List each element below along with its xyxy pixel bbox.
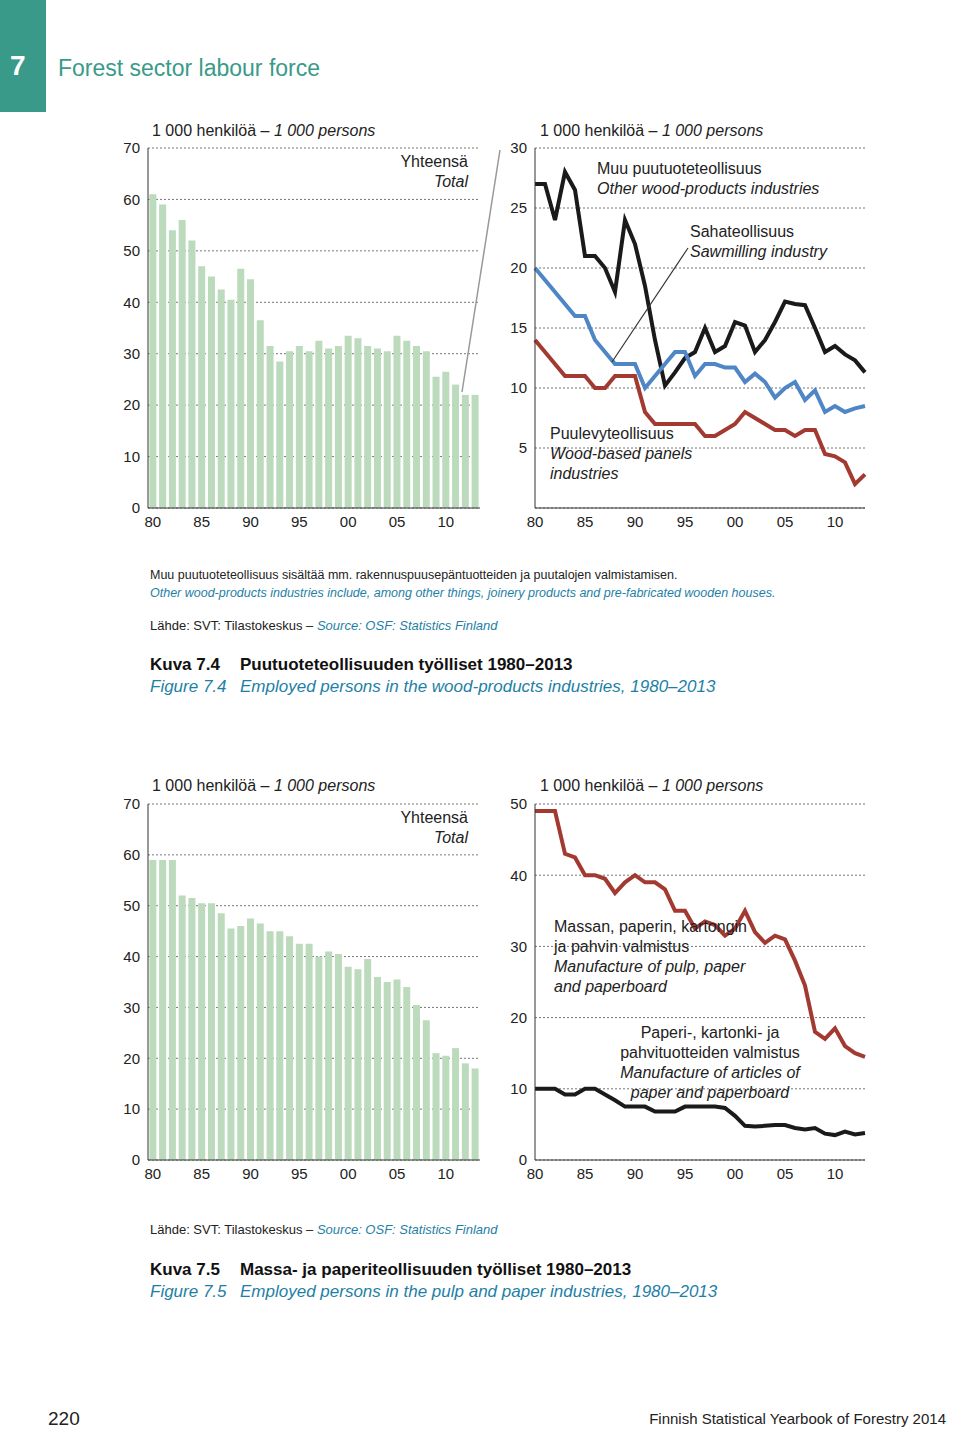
- svg-text:85: 85: [193, 513, 210, 530]
- svg-text:80: 80: [527, 513, 544, 530]
- svg-text:10: 10: [123, 1100, 140, 1117]
- svg-text:20: 20: [510, 1009, 527, 1026]
- svg-text:80: 80: [145, 1165, 162, 1182]
- html-text:Figure 7.5: Figure 7.5: [150, 1282, 227, 1301]
- html-text:Employed persons in the wood-p: Employed persons in the wood-products in…: [240, 677, 716, 696]
- svg-text:60: 60: [123, 191, 140, 208]
- html-text:Figure 7.4: Figure 7.4: [150, 677, 227, 696]
- svg-text:90: 90: [627, 513, 644, 530]
- html-text:Other wood-products industries: Other wood-products industries: [597, 180, 820, 197]
- html-text:Sahateollisuus: Sahateollisuus: [690, 223, 795, 240]
- svg-text:05: 05: [389, 1165, 406, 1182]
- svg-text:05: 05: [777, 1165, 794, 1182]
- html-text:1 000 henkilöä – 1 000 persons: 1 000 henkilöä – 1 000 persons: [540, 122, 764, 139]
- html-text:Lähde: SVT: Tilastokeskus – So: Lähde: SVT: Tilastokeskus – Source: OSF:…: [150, 1222, 498, 1237]
- svg-text:70: 70: [123, 795, 140, 812]
- svg-text:85: 85: [193, 1165, 210, 1182]
- html-text:Kuva 7.5: Kuva 7.5: [150, 1260, 220, 1279]
- svg-text:85: 85: [577, 513, 594, 530]
- svg-text:05: 05: [777, 513, 794, 530]
- svg-text:85: 85: [577, 1165, 594, 1182]
- svg-text:30: 30: [510, 139, 527, 156]
- svg-text:0: 0: [132, 1151, 140, 1168]
- html-text:Muu puutuoteteollisuus sisältä: Muu puutuoteteollisuus sisältää mm. rake…: [150, 568, 678, 582]
- svg-text:10: 10: [827, 513, 844, 530]
- html-text:7: 7: [10, 50, 26, 81]
- html-text:Yhteensä: Yhteensä: [400, 153, 468, 170]
- html-text:Other wood-products industries: Other wood-products industries include, …: [150, 586, 776, 600]
- svg-text:25: 25: [510, 199, 527, 216]
- svg-text:95: 95: [677, 1165, 694, 1182]
- html-text:Massa- ja paperiteollisuuden t: Massa- ja paperiteollisuuden työlliset 1…: [240, 1260, 632, 1279]
- svg-text:20: 20: [123, 396, 140, 413]
- html-text:Lähde: SVT: Tilastokeskus – So: Lähde: SVT: Tilastokeskus – Source: OSF:…: [150, 618, 498, 633]
- svg-text:95: 95: [291, 1165, 308, 1182]
- svg-text:40: 40: [123, 948, 140, 965]
- html-text:Puutuoteteollisuuden työlliset: Puutuoteteollisuuden työlliset 1980–2013: [240, 655, 573, 674]
- svg-text:90: 90: [242, 1165, 259, 1182]
- html-text:Employed persons in the pulp a: Employed persons in the pulp and paper i…: [240, 1282, 718, 1301]
- html-text:Massan, paperin, kartongin ja: Massan, paperin, kartongin ja pahvin val…: [554, 918, 747, 955]
- svg-text:5: 5: [519, 439, 527, 456]
- svg-text:70: 70: [123, 139, 140, 156]
- svg-text:0: 0: [132, 499, 140, 516]
- svg-text:05: 05: [389, 513, 406, 530]
- html-text:Muu puutuoteteollisuus: Muu puutuoteteollisuus: [597, 160, 762, 177]
- svg-text:10: 10: [510, 1080, 527, 1097]
- svg-text:10: 10: [827, 1165, 844, 1182]
- html-text:1 000 henkilöä – 1 000 persons: 1 000 henkilöä – 1 000 persons: [540, 777, 764, 794]
- svg-text:50: 50: [123, 242, 140, 259]
- html-text:Sawmilling industry: Sawmilling industry: [690, 243, 827, 260]
- html-text:Finnish Statistical Yearbook o: Finnish Statistical Yearbook of Forestry…: [649, 1410, 946, 1427]
- svg-text:00: 00: [340, 513, 357, 530]
- svg-text:50: 50: [510, 795, 527, 812]
- svg-text:80: 80: [145, 513, 162, 530]
- html-text:Paperi-, kartonki- ja pahvituo: Paperi-, kartonki- ja pahvituotteiden va…: [620, 1024, 800, 1061]
- svg-text:40: 40: [510, 867, 527, 884]
- html-text:220: 220: [48, 1408, 80, 1429]
- svg-text:10: 10: [437, 1165, 454, 1182]
- svg-text:10: 10: [510, 379, 527, 396]
- svg-text:40: 40: [123, 294, 140, 311]
- svg-text:00: 00: [340, 1165, 357, 1182]
- svg-text:15: 15: [510, 319, 527, 336]
- svg-text:20: 20: [510, 259, 527, 276]
- svg-text:95: 95: [677, 513, 694, 530]
- svg-text:00: 00: [727, 1165, 744, 1182]
- html-text:1 000 henkilöä – 1 000 persons: 1 000 henkilöä – 1 000 persons: [152, 777, 376, 794]
- html-text:Yhteensä: Yhteensä: [400, 809, 468, 826]
- html-text:Total: Total: [433, 173, 468, 190]
- svg-text:50: 50: [123, 897, 140, 914]
- html-text:1 000 henkilöä – 1 000 persons: 1 000 henkilöä – 1 000 persons: [152, 122, 376, 139]
- html-text:Puulevyteollisuus: Puulevyteollisuus: [550, 425, 674, 442]
- svg-text:10: 10: [123, 448, 140, 465]
- svg-text:80: 80: [527, 1165, 544, 1182]
- html-text:Total: Total: [433, 829, 468, 846]
- html-text:Kuva 7.4: Kuva 7.4: [150, 655, 220, 674]
- svg-text:00: 00: [727, 513, 744, 530]
- svg-text:10: 10: [437, 513, 454, 530]
- svg-text:95: 95: [291, 513, 308, 530]
- html-text:Forest sector labour force: Forest sector labour force: [58, 55, 321, 81]
- svg-text:30: 30: [123, 999, 140, 1016]
- svg-text:90: 90: [242, 513, 259, 530]
- svg-text:20: 20: [123, 1050, 140, 1067]
- svg-text:90: 90: [627, 1165, 644, 1182]
- svg-text:60: 60: [123, 846, 140, 863]
- svg-text:30: 30: [123, 345, 140, 362]
- html-text:Manufacture of pulp, paper and: Manufacture of pulp, paper and paperboar…: [554, 958, 746, 995]
- html-text:Manufacture of articles of pap: Manufacture of articles of paper and pap…: [620, 1064, 800, 1101]
- svg-text:0: 0: [519, 1151, 527, 1168]
- svg-text:30: 30: [510, 938, 527, 955]
- html-text:Wood-based panels industries: Wood-based panels industries: [550, 445, 693, 482]
